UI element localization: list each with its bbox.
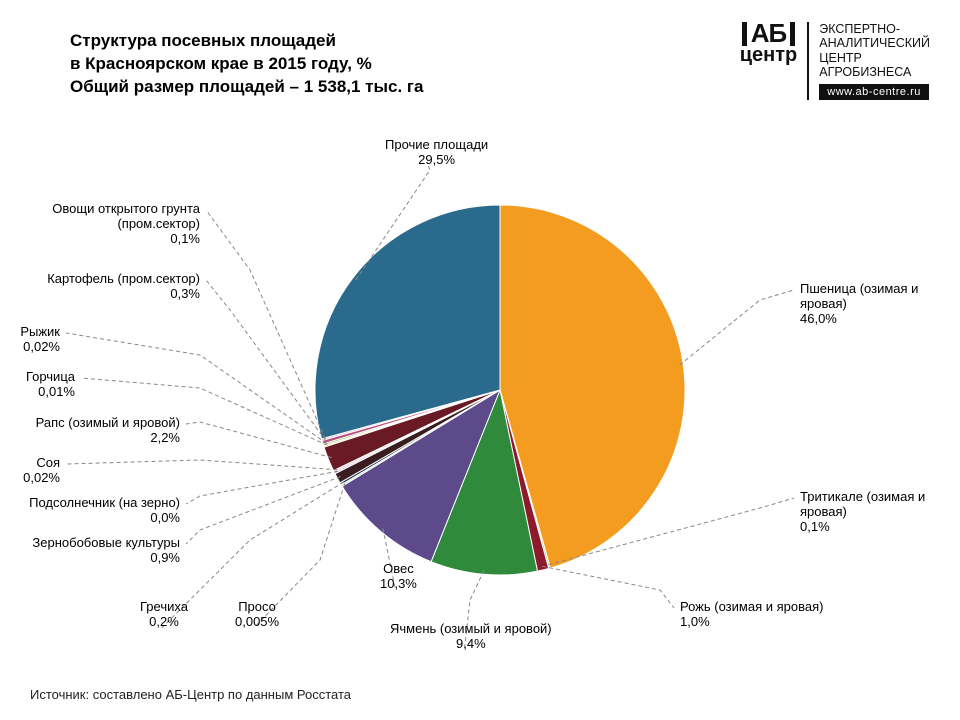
slice-label-barley: Ячмень (озимый и яровой)9,4% [390, 622, 552, 652]
slice-label-millet: Просо0,005% [235, 600, 279, 630]
slice-label-camelina: Рыжик0,02% [20, 325, 60, 355]
leader-potato [206, 280, 326, 441]
leader-sunflower [186, 471, 338, 504]
source-text: Источник: составлено АБ-Центр по данным … [30, 687, 351, 702]
slice-label-soy: Соя0,02% [23, 456, 60, 486]
leader-pulses [186, 477, 341, 544]
slice-label-oats: Овес10,3% [380, 562, 417, 592]
slice-label-pulses: Зернобобовые культуры0,9% [32, 536, 180, 566]
slice-label-vegetables: Овощи открытого грунта(пром.сектор)0,1% [52, 202, 200, 247]
slice-label-buckwheat: Гречиха0,2% [140, 600, 188, 630]
leader-rye [542, 566, 674, 608]
slice-label-sunflower: Подсолнечник (на зерно)0,0% [29, 496, 180, 526]
slice-label-rapeseed: Рапс (озимый и яровой)2,2% [36, 416, 180, 446]
slice-label-wheat: Пшеница (озимая ияровая)46,0% [800, 282, 918, 327]
slice-label-mustard: Горчица0,01% [26, 370, 75, 400]
leader-vegetables [206, 210, 325, 439]
slice-label-other: Прочие площади29,5% [385, 138, 488, 168]
leader-soy [66, 460, 337, 470]
leader-rapeseed [186, 422, 332, 458]
slice-label-rye: Рожь (озимая и яровая)1,0% [680, 600, 823, 630]
slice-label-potato: Картофель (пром.сектор)0,3% [47, 272, 200, 302]
chart-container: { "title_lines": [ "Структура посевных п… [0, 0, 960, 720]
leader-wheat [680, 290, 794, 365]
slice-label-triticale: Тритикале (озимая ияровая)0,1% [800, 490, 925, 535]
